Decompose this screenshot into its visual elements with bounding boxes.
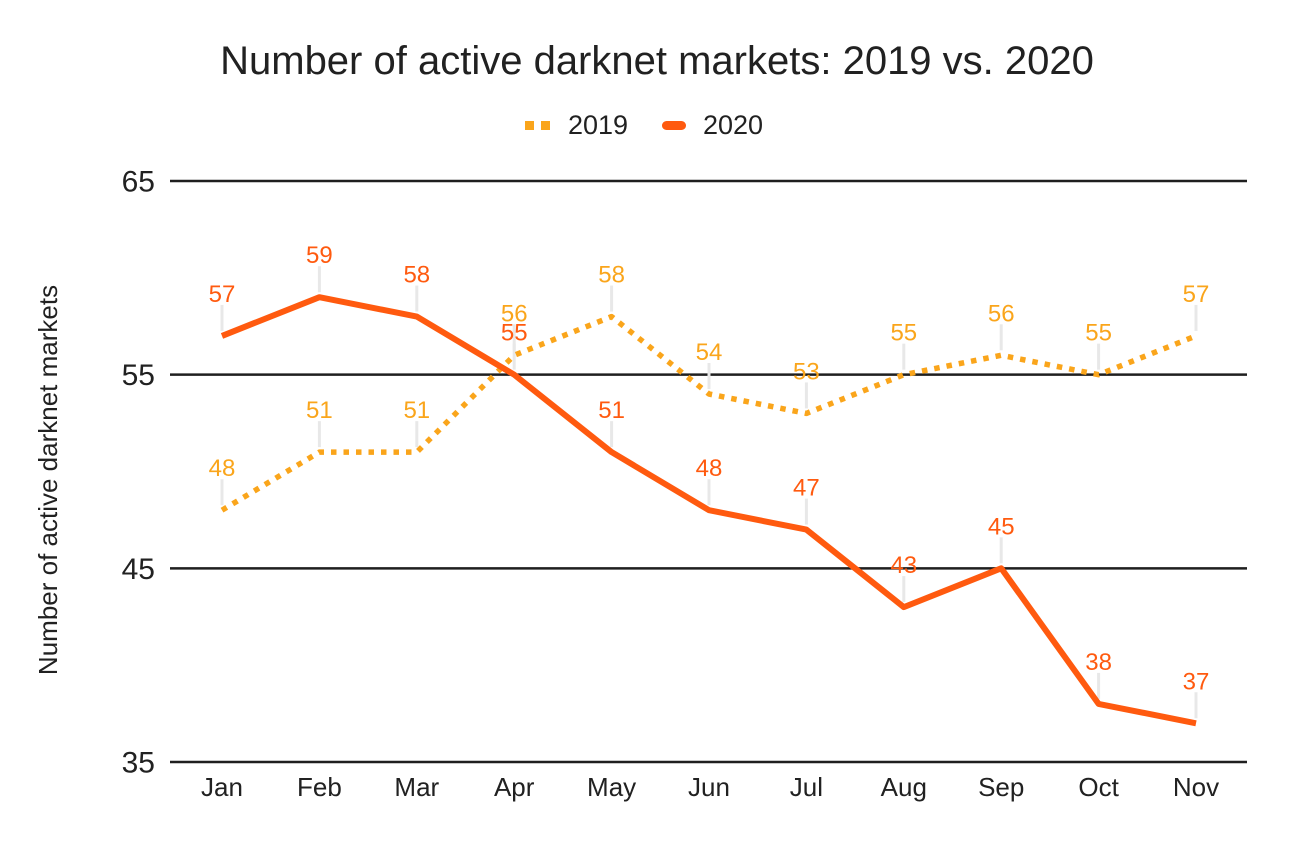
- x-tick-label: Jun: [688, 772, 730, 802]
- y-tick-label: 55: [122, 359, 155, 392]
- legend-label-2020: 2020: [703, 110, 763, 140]
- chart-title: Number of active darknet markets: 2019 v…: [220, 39, 1094, 83]
- x-tick-label: Sep: [978, 772, 1024, 802]
- legend-item-2020: 2020: [662, 110, 763, 140]
- x-tick-label: Mar: [394, 772, 439, 802]
- data-label-2019: 51: [403, 397, 430, 424]
- data-label-2020: 45: [988, 513, 1015, 540]
- series-2020-line: [220, 294, 1197, 727]
- x-tick-label: Apr: [494, 772, 535, 802]
- legend: 2019 2020: [525, 110, 763, 140]
- legend-item-2019: 2019: [525, 110, 628, 140]
- data-label-2019: 57: [1183, 281, 1210, 308]
- legend-swatch-2019-dot: [541, 121, 550, 130]
- data-label-2019: 51: [306, 397, 333, 424]
- x-tick-label: Nov: [1173, 772, 1219, 802]
- y-tick-label: 35: [122, 747, 155, 780]
- x-tick-label: May: [587, 772, 636, 802]
- data-label-2019: 58: [598, 262, 625, 289]
- data-label-2019: 55: [1085, 320, 1112, 347]
- y-tick-label: 65: [122, 166, 155, 199]
- data-label-2019: 56: [988, 300, 1015, 327]
- data-label-2019: 53: [793, 358, 820, 385]
- data-label-2020: 43: [890, 552, 917, 579]
- data-label-2019: 48: [209, 455, 236, 482]
- plot-area: 65 55 45 35 Jan Feb Mar Apr May Jun Jul Aug Sep Oct No…: [122, 166, 1247, 802]
- data-label-2020: 57: [209, 281, 236, 308]
- data-label-2020: 59: [306, 242, 333, 269]
- x-tick-label: Aug: [881, 772, 927, 802]
- x-tick-label: Oct: [1078, 772, 1119, 802]
- y-tick-label: 45: [122, 553, 155, 586]
- x-tick-label: Jul: [790, 772, 823, 802]
- legend-swatch-2019-dot: [525, 121, 534, 130]
- y-axis-title: Number of active darknet markets: [33, 285, 63, 675]
- data-label-2019: 56: [501, 300, 528, 327]
- series-2019-line: [220, 313, 1198, 513]
- data-label-2020: 51: [598, 397, 625, 424]
- data-label-2019: 55: [890, 320, 917, 347]
- legend-swatch-2020: [662, 121, 686, 130]
- x-tick-label: Feb: [297, 772, 342, 802]
- x-tick-label: Jan: [201, 772, 243, 802]
- data-label-2020: 38: [1085, 649, 1112, 676]
- legend-label-2019: 2019: [568, 110, 628, 140]
- data-label-2020: 37: [1183, 668, 1210, 695]
- data-label-2020: 55: [501, 320, 528, 347]
- data-label-2019: 54: [696, 339, 723, 366]
- data-label-2020: 58: [403, 262, 430, 289]
- data-label-2020: 48: [696, 455, 723, 482]
- data-label-2020: 47: [793, 475, 820, 502]
